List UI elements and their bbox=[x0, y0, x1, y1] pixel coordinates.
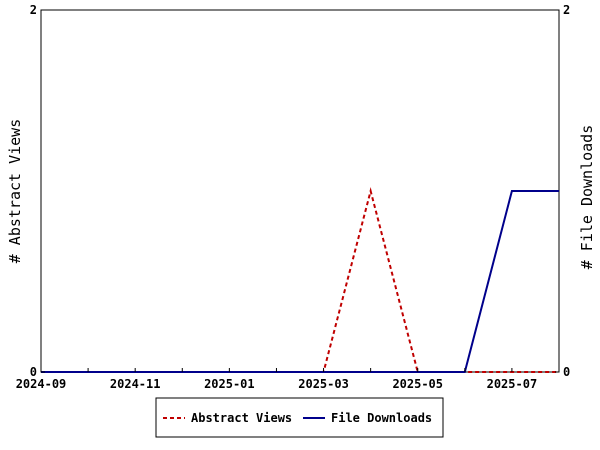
legend-label-abstract-views: Abstract Views bbox=[191, 411, 292, 425]
legend-label-file-downloads: File Downloads bbox=[331, 411, 432, 425]
x-tick-label: 2025-07 bbox=[487, 377, 538, 391]
y-axis-label-right: # File Downloads bbox=[578, 125, 596, 270]
x-tick-label: 2025-01 bbox=[204, 377, 255, 391]
series-layer bbox=[41, 187, 559, 373]
y-tick-label-left: 0 bbox=[30, 365, 37, 379]
x-tick-label: 2025-05 bbox=[392, 377, 443, 391]
legend-box bbox=[155, 397, 444, 438]
plot-area bbox=[40, 9, 560, 373]
y-axis-label-left: # Abstract Views bbox=[6, 119, 24, 264]
series-line-file-downloads bbox=[41, 190, 559, 373]
y-tick-label-right: 0 bbox=[563, 365, 570, 379]
legend: Abstract Views File Downloads bbox=[155, 397, 444, 438]
y-tick-label-left: 2 bbox=[30, 3, 37, 17]
y-tick-label-right: 2 bbox=[563, 3, 570, 17]
x-tick-label: 2024-11 bbox=[110, 377, 161, 391]
plot-frame bbox=[40, 9, 560, 373]
axes-layer: 2024-09 2024-11 2025-01 2025-03 2025-05 2025-… bbox=[16, 3, 571, 391]
x-tick-label: 2024-09 bbox=[16, 377, 67, 391]
x-tick-label: 2025-03 bbox=[298, 377, 349, 391]
